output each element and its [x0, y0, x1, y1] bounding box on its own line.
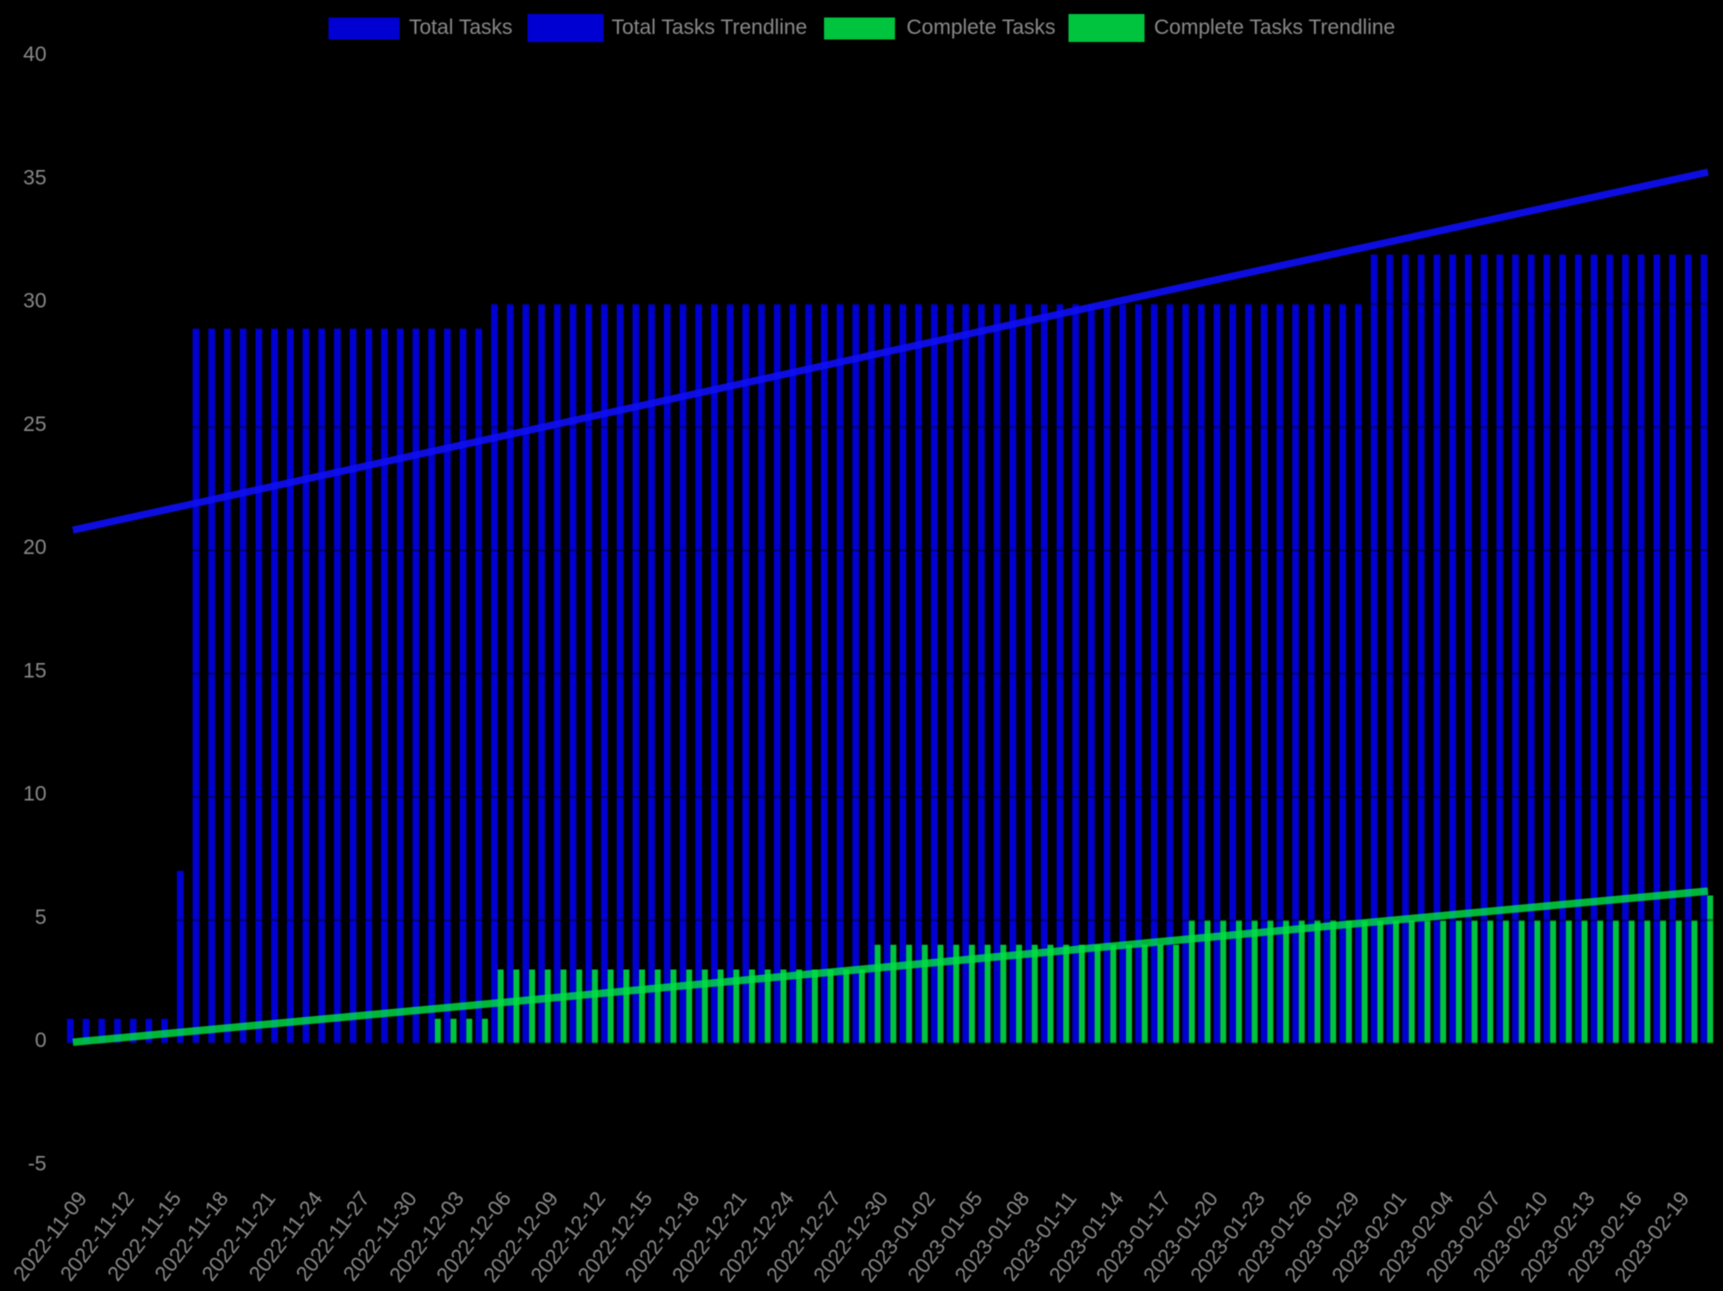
svg-text:35: 35 — [23, 167, 46, 190]
svg-text:Complete Tasks: Complete Tasks — [907, 16, 1056, 39]
svg-text:-5: -5 — [28, 1153, 47, 1176]
svg-text:Total Tasks Trendline: Total Tasks Trendline — [612, 16, 808, 39]
svg-text:Complete Tasks Trendline: Complete Tasks Trendline — [1154, 16, 1395, 39]
svg-text:5: 5 — [35, 906, 47, 929]
svg-text:10: 10 — [23, 783, 46, 806]
svg-text:30: 30 — [23, 290, 46, 313]
svg-text:Total Tasks: Total Tasks — [409, 16, 513, 39]
svg-text:0: 0 — [35, 1029, 47, 1052]
svg-text:15: 15 — [23, 660, 46, 683]
svg-text:20: 20 — [23, 536, 46, 559]
svg-text:25: 25 — [23, 413, 46, 436]
svg-text:40: 40 — [23, 43, 46, 66]
